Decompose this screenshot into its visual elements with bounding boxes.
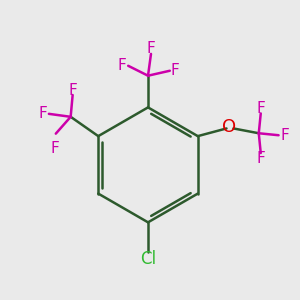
Text: F: F: [256, 151, 265, 166]
Text: F: F: [50, 141, 59, 156]
Text: F: F: [118, 58, 127, 73]
Text: F: F: [170, 63, 179, 78]
Text: F: F: [256, 101, 265, 116]
Text: F: F: [147, 41, 155, 56]
Text: F: F: [280, 128, 289, 143]
Text: Cl: Cl: [140, 250, 156, 268]
Text: F: F: [68, 82, 77, 98]
Text: F: F: [38, 106, 47, 121]
Text: O: O: [222, 118, 236, 136]
